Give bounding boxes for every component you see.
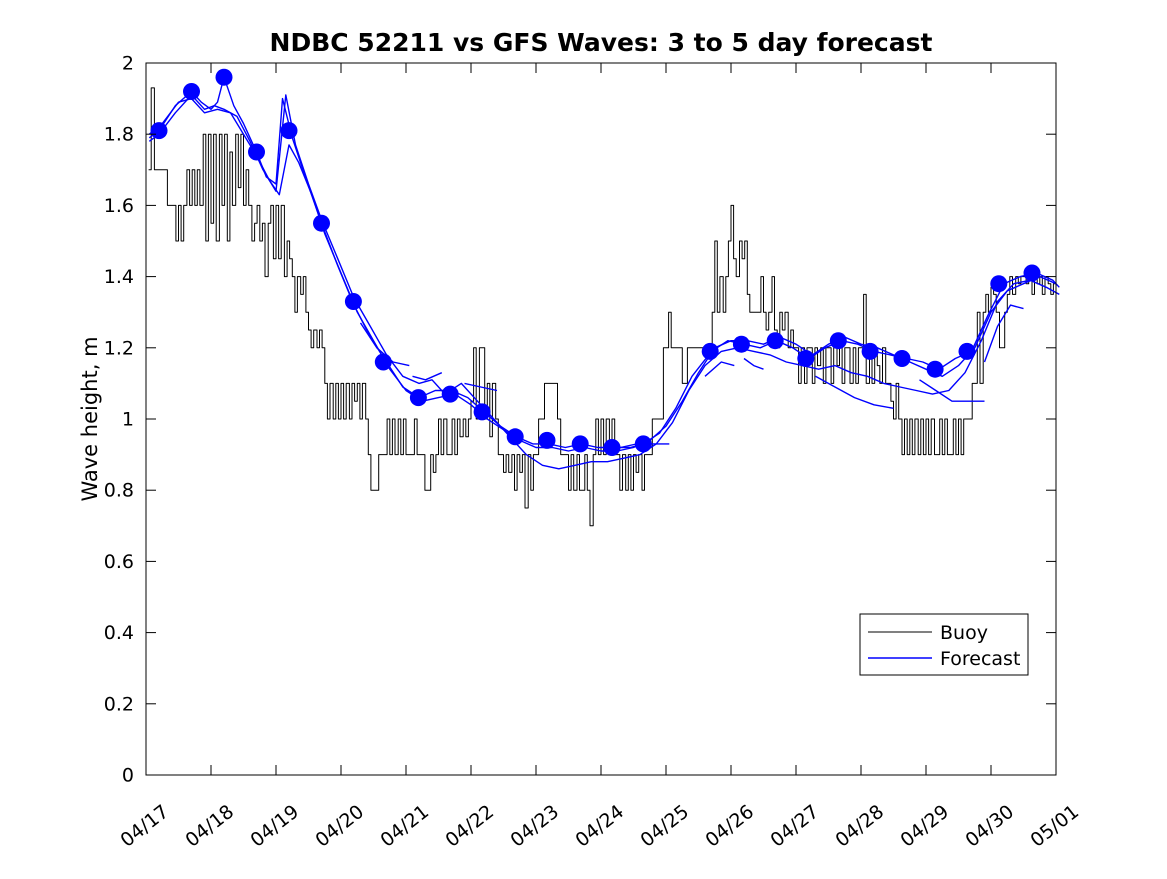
y-tick-label: 0.2 — [104, 693, 134, 715]
forecast-marker-dot — [248, 143, 265, 161]
forecast-marker-dot — [280, 122, 298, 140]
forecast-marker-dot — [766, 332, 784, 350]
axes-box-and-ticks — [145, 62, 1057, 776]
forecast-series-line — [743, 357, 764, 370]
forecast-marker-dot — [183, 83, 200, 100]
y-tick-label: 0.8 — [104, 480, 134, 502]
forecast-series-line — [464, 382, 498, 392]
forecast-series-line — [815, 375, 894, 409]
forecast-series-line — [412, 372, 443, 381]
buoy-series-line — [148, 87, 1057, 527]
forecast-marker-dot — [926, 360, 944, 378]
forecast-marker-dot — [634, 435, 652, 453]
y-tick-label: 1.4 — [104, 266, 134, 288]
forecast-marker-dot — [506, 428, 524, 446]
forecast-marker-dot — [150, 122, 168, 140]
y-tick-label: 0.6 — [104, 551, 134, 573]
forecast-series-line — [704, 361, 735, 377]
chart-title: NDBC 52211 vs GFS Waves: 3 to 5 day fore… — [270, 28, 933, 57]
forecast-marker-dot — [603, 439, 621, 456]
y-tick-label: 2 — [122, 53, 134, 75]
forecast-marker-dot — [538, 431, 556, 449]
y-tick-label: 0 — [122, 765, 134, 787]
forecast-series-line — [983, 304, 1024, 363]
forecast-marker-dot — [732, 335, 750, 353]
y-tick-label: 1.2 — [104, 337, 134, 359]
forecast-marker-dot — [571, 435, 589, 453]
forecast-marker-dot — [893, 350, 911, 367]
forecast-series-line — [919, 379, 985, 402]
y-axis-label: Wave height, m — [78, 336, 102, 501]
forecast-marker-dot — [797, 350, 815, 367]
forecast-marker-dot — [990, 275, 1008, 293]
forecast-marker-dot — [829, 332, 847, 350]
legend-buoy-label: Buoy — [940, 622, 988, 644]
plot-series — [148, 76, 1060, 527]
y-tick-label: 1.8 — [104, 124, 134, 146]
forecast-marker-dot — [344, 293, 362, 310]
forecast-series-line — [148, 94, 1060, 470]
plot-markers — [150, 68, 1041, 456]
forecast-marker-dot — [701, 342, 719, 360]
forecast-marker-dot — [441, 385, 459, 403]
forecast-marker-dot — [958, 342, 976, 360]
y-tick-label: 0.4 — [104, 622, 134, 644]
legend-forecast-label: Forecast — [940, 648, 1020, 670]
y-tick-label: 1.6 — [104, 195, 134, 217]
forecast-marker-dot — [861, 342, 879, 360]
forecast-marker-dot — [409, 389, 427, 407]
legend: Buoy Forecast — [859, 613, 1029, 676]
forecast-marker-dot — [473, 403, 491, 421]
legend-box — [859, 613, 1029, 676]
forecast-marker-dot — [374, 353, 392, 371]
y-tick-label: 1 — [122, 409, 134, 431]
forecast-marker-dot — [1023, 264, 1041, 282]
forecast-marker-dot — [313, 214, 330, 232]
forecast-marker-dot — [215, 68, 233, 86]
